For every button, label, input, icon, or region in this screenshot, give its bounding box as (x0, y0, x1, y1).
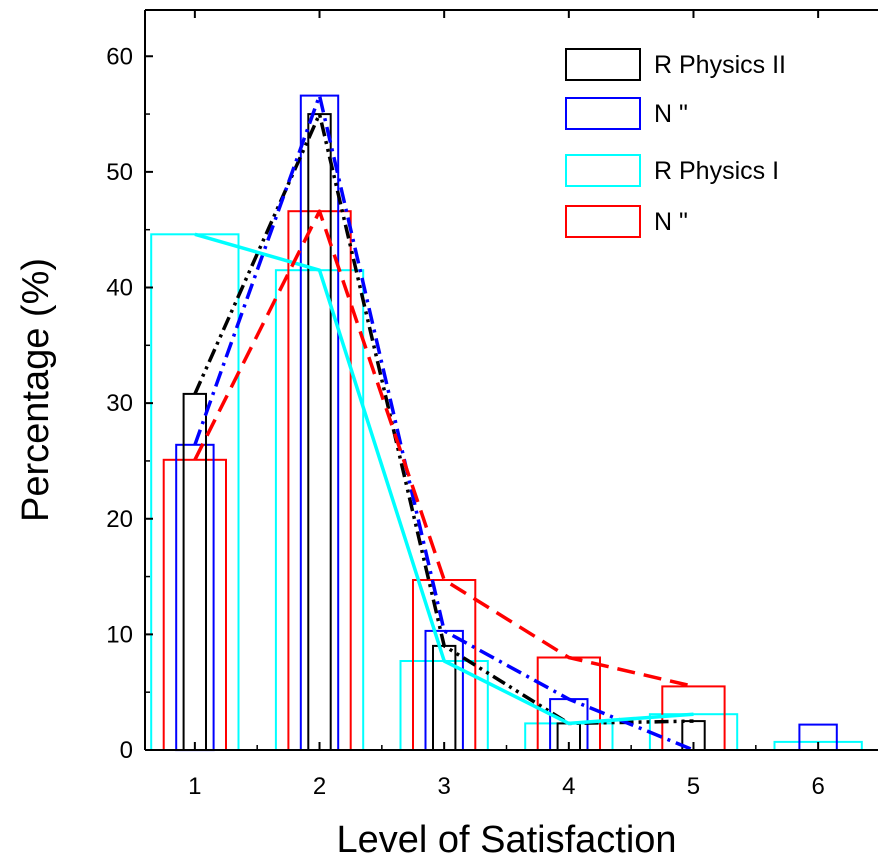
series-line-2 (194, 232, 694, 726)
bar-3-4 (536, 656, 602, 751)
y-axis-title: Percentage (%) (15, 258, 57, 522)
legend-swatch-n-3 (565, 205, 641, 238)
x-tick-label-1: 1 (188, 773, 201, 800)
legend-label-0: R Physics II (654, 51, 786, 79)
legend-swatch-r-physics-i-2 (565, 154, 641, 187)
bar-3-1 (162, 458, 227, 751)
x-tick-label-6: 6 (811, 773, 824, 800)
x-tick-label-2: 2 (313, 773, 326, 800)
x-axis-title: Level of Satisfaction (336, 819, 676, 860)
bar-1-1 (175, 443, 215, 752)
bar-3-5 (661, 685, 726, 752)
y-tick-label-0: 0 (120, 737, 133, 764)
y-tick-label-30: 30 (106, 390, 133, 417)
y-tick-label-10: 10 (106, 621, 133, 648)
series-line-3 (193, 209, 694, 689)
bar-3-2 (287, 210, 352, 751)
y-tick-label-20: 20 (106, 506, 133, 533)
y-tick-label-50: 50 (106, 159, 133, 186)
bar-3-3 (412, 579, 477, 751)
legend-label-3: N " (654, 208, 688, 236)
legend-swatch-n-1 (565, 97, 641, 130)
x-tick-label-5: 5 (687, 773, 700, 800)
legend-label-1: N " (654, 100, 688, 128)
y-tick-label-40: 40 (106, 275, 133, 302)
x-tick-label-3: 3 (437, 773, 450, 800)
bar-1-3 (424, 629, 464, 752)
legend-swatch-r-physics-ii-0 (565, 48, 641, 81)
x-tick-label-4: 4 (562, 773, 575, 800)
legend-label-2: R Physics I (654, 157, 779, 185)
series-line-1 (193, 93, 695, 752)
bar-1-2 (299, 94, 340, 752)
y-tick-label-60: 60 (106, 43, 133, 70)
legend: R Physics II N " R Physics I N " (565, 48, 786, 238)
